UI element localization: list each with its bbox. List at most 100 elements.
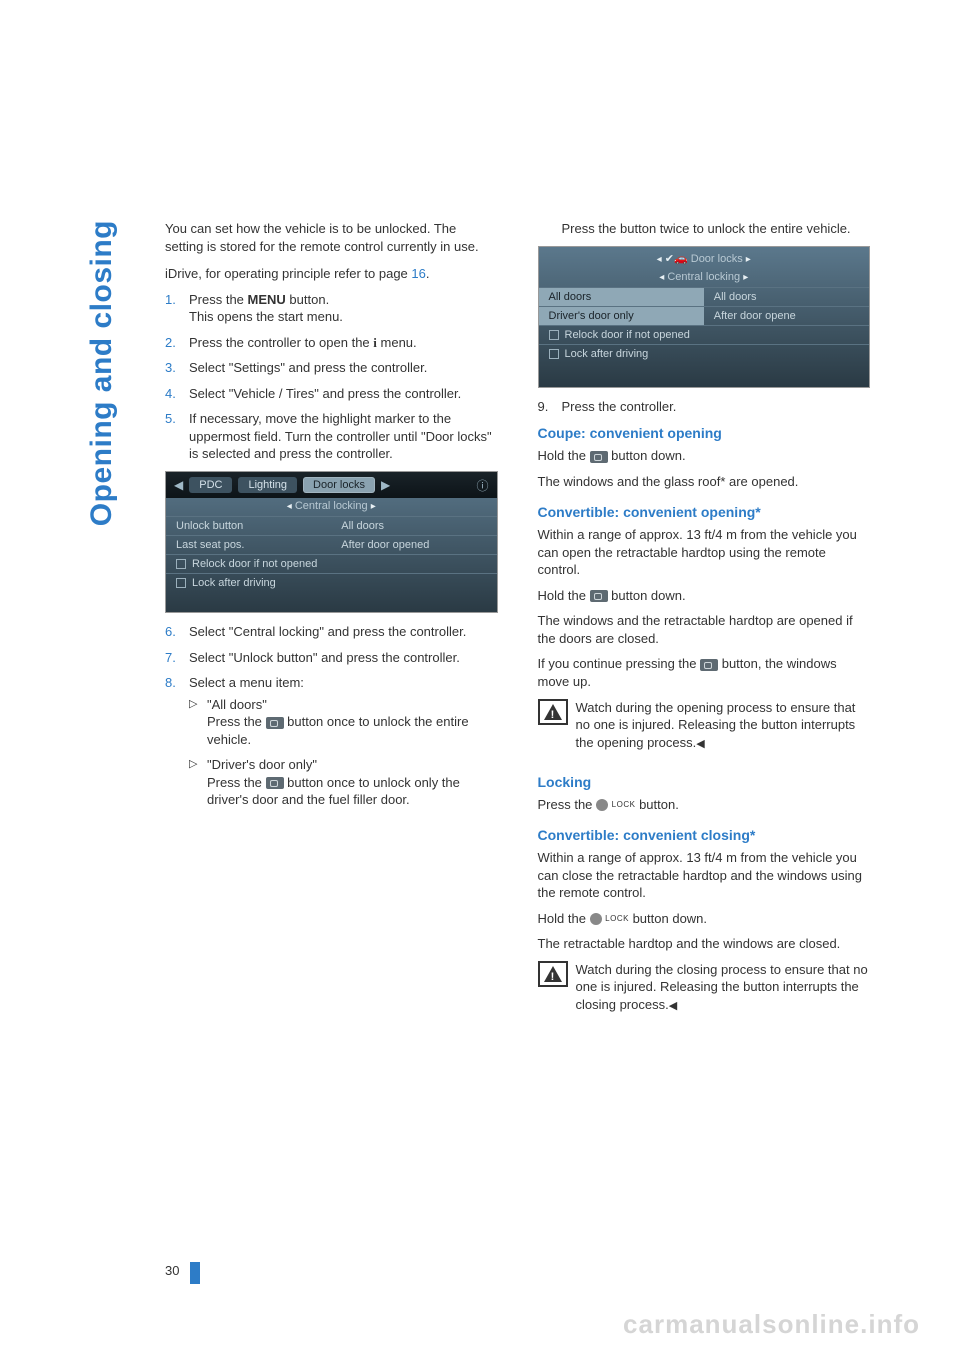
warning-icon: ! [538, 961, 568, 987]
step-num-5: 5. [165, 410, 176, 428]
shot1-crumb-text: Central locking [295, 500, 368, 512]
coupe-p1a: Hold the [538, 448, 590, 463]
step-9-list: 9. Press the controller. [538, 398, 871, 416]
caret-right-icon: ▶ [381, 478, 390, 492]
shot2-r1a: All doors [539, 287, 704, 306]
conv-open-p1: Within a range of approx. 13 ft/4 m from… [538, 526, 871, 579]
step-6: 6. Select "Central locking" and press th… [165, 623, 498, 641]
shot1-r1b: All doors [331, 516, 496, 535]
step-7: 7. Select "Unlock button" and press the … [165, 649, 498, 667]
shot2-grid: All doors All doors Driver's door only A… [539, 287, 870, 363]
shot2-r4: Lock after driving [539, 344, 870, 363]
intro-para-2: iDrive, for operating principle refer to… [165, 265, 498, 283]
checkbox-icon [176, 559, 186, 569]
shot2-crumb2-text: Central locking [667, 271, 740, 283]
conv-open-p2a: Hold the [538, 588, 590, 603]
step-8b-title: "Driver's door only" [207, 757, 317, 772]
section-tab: Opening and closing [85, 220, 119, 526]
shot1-r3: Relock door if not opened [166, 554, 497, 573]
locking-p1a: Press the [538, 797, 597, 812]
shot1-topbar: ◀ PDC Lighting Door locks ▶ ⓘ [166, 472, 497, 498]
tab-pdc: PDC [189, 477, 232, 493]
shot2-r3: Relock door if not opened [539, 325, 870, 344]
lock-icon [596, 799, 608, 811]
step-num-3: 3. [165, 359, 176, 377]
step-9-text: Press the controller. [562, 399, 677, 414]
shot1-r4: Lock after driving [166, 573, 497, 592]
step-2: 2. Press the controller to open the i me… [165, 334, 498, 352]
locking-p1: Press the LOCK button. [538, 796, 871, 814]
coupe-p1b: button down. [608, 448, 686, 463]
warning-icon: ! [538, 699, 568, 725]
shot1-r1a: Unlock button [166, 516, 331, 535]
page-link-16[interactable]: 16 [411, 266, 425, 281]
heading-conv-open: Convertible: convenient opening* [538, 504, 871, 520]
step-5: 5. If necessary, move the highlight mark… [165, 410, 498, 463]
step-4-text: Select "Vehicle / Tires" and press the c… [189, 386, 461, 401]
conv-close-p2a: Hold the [538, 911, 590, 926]
shot2-r2b: After door opene [704, 306, 869, 325]
shot2-r2a: Driver's door only [539, 306, 704, 325]
idrive-screenshot-2: ◂ ✔🚗 Door locks ▸ ◂ Central locking ▸ Al… [538, 246, 871, 388]
step-num-2: 2. [165, 334, 176, 352]
shot2-r1b: All doors [704, 287, 869, 306]
conv-close-p2b: button down. [629, 911, 707, 926]
conv-open-p4a: If you continue pressing the [538, 656, 701, 671]
intro-para-1: You can set how the vehicle is to be unl… [165, 220, 498, 255]
step-3-text: Select "Settings" and press the controll… [189, 360, 427, 375]
conv-close-p1: Within a range of approx. 13 ft/4 m from… [538, 849, 871, 902]
step-num-6: 6. [165, 623, 176, 641]
coupe-p1: Hold the button down. [538, 447, 871, 465]
idrive-screenshot-1: ◀ PDC Lighting Door locks ▶ ⓘ ◂ Central … [165, 471, 498, 613]
step-2b: menu. [377, 335, 417, 350]
step-1d: This opens the start menu. [189, 309, 343, 324]
step-8a-b: Press the [207, 714, 266, 729]
warning-open: ! Watch during the opening process to en… [538, 699, 871, 760]
step-1: 1. Press the MENU button. This opens the… [165, 291, 498, 326]
tab-doorlocks: Door locks [303, 477, 375, 493]
shot1-r2b: After door opened [331, 535, 496, 554]
step-9: 9. Press the controller. [538, 398, 871, 416]
step-8-sublist: "All doors" Press the button once to unl… [189, 696, 498, 809]
step-8a-title: "All doors" [207, 697, 267, 712]
checkbox-icon [549, 330, 559, 340]
step-5-text: If necessary, move the highlight marker … [189, 411, 492, 461]
watermark: carmanualsonline.info [623, 1309, 920, 1340]
lock-icon [590, 913, 602, 925]
conv-open-p2b: button down. [608, 588, 686, 603]
step-8b: "Driver's door only" Press the button on… [189, 756, 498, 809]
step-num-8: 8. [165, 674, 176, 692]
checkbox-icon [176, 578, 186, 588]
unlock-icon [590, 451, 608, 463]
lock-text: LOCK [612, 800, 636, 809]
menu-bold: MENU [248, 292, 286, 307]
conv-open-p3: The windows and the retractable hardtop … [538, 612, 871, 647]
shot2-r3-text: Relock door if not opened [565, 329, 690, 341]
unlock-icon [590, 590, 608, 602]
lock-text2: LOCK [605, 914, 629, 923]
shot1-crumb: ◂ Central locking ▸ [166, 498, 497, 516]
step-7-text: Select "Unlock button" and press the con… [189, 650, 460, 665]
shot2-crumb1: ◂ ✔🚗 Door locks ▸ [539, 247, 870, 269]
conv-open-p2: Hold the button down. [538, 587, 871, 605]
heading-coupe: Coupe: convenient opening [538, 425, 871, 441]
step-1a: Press the [189, 292, 248, 307]
warning-close: ! Watch during the closing process to en… [538, 961, 871, 1022]
steps-6-8: 6. Select "Central locking" and press th… [165, 623, 498, 809]
step-1c: button. [286, 292, 329, 307]
step-2a: Press the controller to open the [189, 335, 373, 350]
checkbox-icon [549, 349, 559, 359]
shot2-crumb2: ◂ Central locking ▸ [539, 269, 870, 287]
shot1-r2a: Last seat pos. [166, 535, 331, 554]
idrive-text-end: . [426, 266, 430, 281]
warn-close-text: Watch during the closing process to ensu… [576, 961, 871, 1014]
shot2-r4-text: Lock after driving [565, 348, 649, 360]
step-4: 4. Select "Vehicle / Tires" and press th… [165, 385, 498, 403]
heading-locking: Locking [538, 774, 871, 790]
step-3: 3. Select "Settings" and press the contr… [165, 359, 498, 377]
shot2-crumb1-text: Door locks [691, 253, 743, 265]
step-8-continued: Press the button twice to unlock the ent… [538, 220, 871, 238]
coupe-p2: The windows and the glass roof* are open… [538, 473, 871, 491]
shot1-r3-text: Relock door if not opened [192, 558, 317, 570]
step-8: 8. Select a menu item: "All doors" Press… [165, 674, 498, 809]
